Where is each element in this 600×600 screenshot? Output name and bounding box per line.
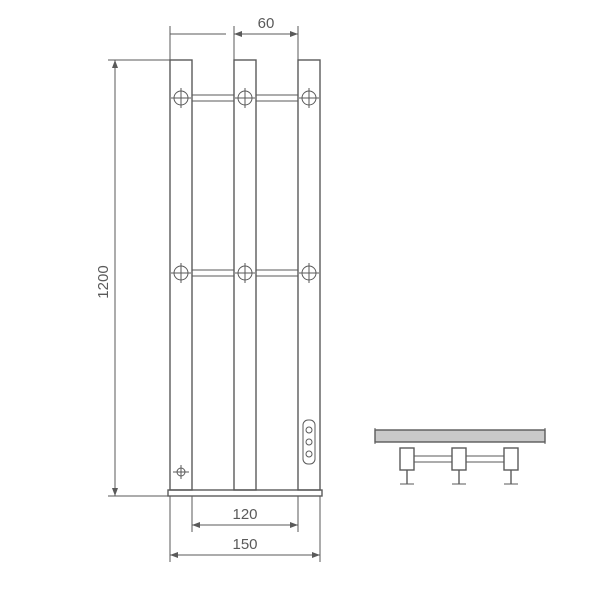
fixing-markers bbox=[171, 88, 319, 283]
dimension-120: 120 bbox=[192, 496, 298, 532]
foot-marker bbox=[173, 465, 189, 479]
dimension-height: 1200 bbox=[95, 60, 170, 496]
side-profile bbox=[375, 428, 545, 484]
technical-drawing: 1200 60 120 150 bbox=[0, 0, 600, 600]
dim-60-label: 60 bbox=[258, 15, 275, 32]
dim-150-label: 150 bbox=[232, 536, 257, 553]
control-panel bbox=[303, 420, 315, 464]
dim-120-label: 120 bbox=[232, 506, 257, 523]
dimension-60: 60 bbox=[170, 15, 298, 60]
front-elevation bbox=[168, 60, 322, 496]
dim-height-label: 1200 bbox=[95, 265, 112, 298]
